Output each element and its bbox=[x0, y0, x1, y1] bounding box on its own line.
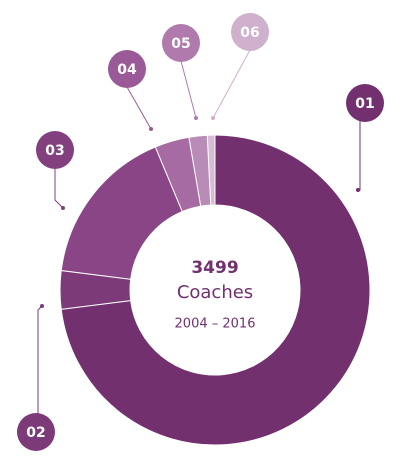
segment-label: 05 bbox=[171, 36, 190, 52]
label-badge bbox=[36, 131, 74, 169]
pointer-dot bbox=[61, 206, 65, 210]
pointer-dot bbox=[194, 116, 198, 120]
center-period: 2004 – 2016 bbox=[175, 317, 256, 332]
segment-label: 02 bbox=[26, 425, 45, 441]
segment-label: 06 bbox=[240, 25, 259, 41]
pointer-dot bbox=[356, 188, 360, 192]
label-badge bbox=[231, 13, 269, 51]
center-value: 3499 bbox=[191, 258, 238, 278]
pointer-line bbox=[54, 168, 64, 209]
donut-segment bbox=[188, 134, 212, 207]
pointer-dot bbox=[40, 304, 44, 308]
center-label: Coaches bbox=[177, 282, 253, 303]
pointer-line bbox=[37, 305, 43, 414]
pointer-line bbox=[212, 49, 251, 119]
donut-segment bbox=[60, 146, 183, 280]
label-badge bbox=[162, 24, 200, 62]
pointer-dot bbox=[149, 127, 153, 131]
pointer-line bbox=[126, 86, 152, 130]
donut-segment bbox=[154, 136, 202, 213]
segment-label: 01 bbox=[355, 96, 374, 112]
pointer-line bbox=[180, 60, 197, 119]
label-badge bbox=[346, 84, 384, 122]
label-badge bbox=[108, 50, 146, 88]
donut-segment bbox=[60, 134, 371, 446]
pointer-line bbox=[358, 121, 361, 191]
segment-label: 03 bbox=[45, 143, 64, 159]
donut-segment bbox=[59, 270, 132, 310]
pointer-dot bbox=[211, 116, 215, 120]
label-badge bbox=[17, 413, 55, 451]
segment-label: 04 bbox=[117, 62, 137, 78]
